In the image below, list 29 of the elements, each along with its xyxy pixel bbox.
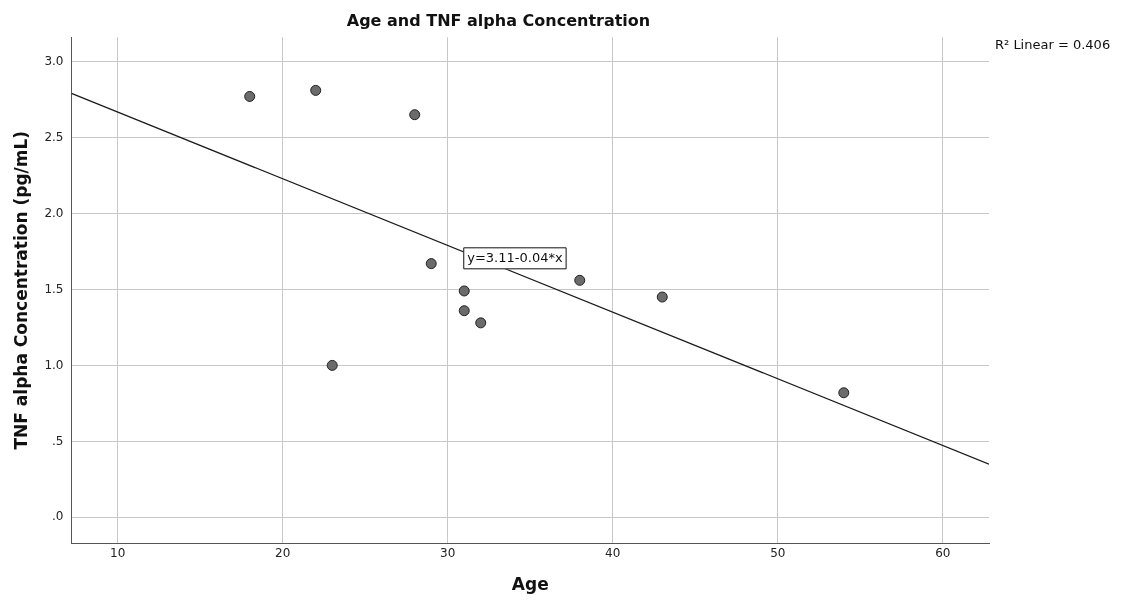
y-axis-title: TNF alpha Concentration (pg/mL): [10, 130, 31, 450]
x-axis-title: Age: [511, 574, 549, 595]
point: [656, 291, 668, 303]
y-tick-label: 2.0: [44, 205, 64, 220]
x-tick-label: 40: [605, 545, 621, 560]
y-tick-label: 2.5: [44, 129, 64, 144]
point: [574, 274, 586, 286]
point: [409, 109, 421, 121]
annotation: y=3.11-0.04*x: [467, 249, 563, 265]
chart-title: Age and TNF alpha Concentration: [346, 10, 651, 30]
point: [244, 90, 256, 102]
x-tick-label: 60: [935, 545, 951, 560]
y-tick-label: 1.5: [44, 281, 64, 296]
y-tick-label: 1.0: [44, 357, 64, 372]
x-tick-label: 30: [440, 545, 456, 560]
x-tick-label: 20: [275, 545, 291, 560]
y-tick-label: .5: [52, 433, 64, 448]
point: [838, 387, 850, 399]
point: [425, 258, 437, 270]
point: [458, 305, 470, 317]
x-tick-label: 10: [110, 545, 126, 560]
text: R² Linear = 0.406: [995, 36, 1111, 52]
y-tick-label: 3.0: [44, 53, 64, 68]
x-tick-label: 50: [770, 545, 786, 560]
y-tick-label: .0: [52, 509, 64, 524]
point: [458, 285, 470, 297]
point: [475, 317, 487, 329]
point: [310, 84, 322, 96]
point: [326, 359, 338, 371]
